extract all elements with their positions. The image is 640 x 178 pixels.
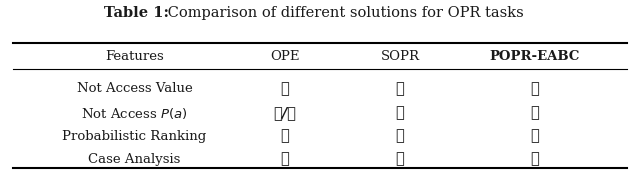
Text: ✗: ✗ — [396, 152, 404, 166]
Text: Not Access $P(a)$: Not Access $P(a)$ — [81, 106, 188, 121]
Text: ✗: ✗ — [280, 129, 289, 143]
Text: ✗: ✗ — [280, 152, 289, 166]
Text: Features: Features — [105, 49, 164, 63]
Text: POPR-EABC: POPR-EABC — [489, 49, 580, 63]
Text: ✗: ✗ — [396, 82, 404, 96]
Text: ✓: ✓ — [530, 82, 539, 96]
Text: Probabilistic Ranking: Probabilistic Ranking — [62, 130, 207, 143]
Text: Table 1:: Table 1: — [104, 6, 170, 20]
Text: ✗: ✗ — [396, 129, 404, 143]
Text: SOPR: SOPR — [381, 49, 419, 63]
Text: ✓: ✓ — [396, 106, 404, 120]
Text: ✓: ✓ — [530, 106, 539, 120]
Text: OPE: OPE — [270, 49, 300, 63]
Text: ✗/✓: ✗/✓ — [273, 106, 296, 120]
Text: ✓: ✓ — [530, 152, 539, 166]
Text: Comparison of different solutions for OPR tasks: Comparison of different solutions for OP… — [163, 6, 524, 20]
Text: ✗: ✗ — [280, 82, 289, 96]
Text: ✓: ✓ — [530, 129, 539, 143]
Text: Not Access Value: Not Access Value — [77, 82, 192, 96]
Text: Case Analysis: Case Analysis — [88, 153, 180, 166]
